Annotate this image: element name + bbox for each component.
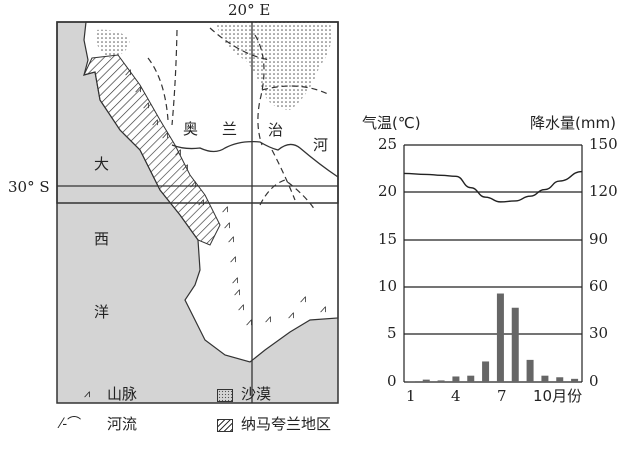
svg-text:⩘: ⩘ (135, 82, 141, 95)
river-char-3: 治 (268, 121, 284, 139)
river-char-1: 奥 (183, 120, 199, 138)
ocean (57, 22, 338, 403)
climate-chart (403, 144, 583, 383)
svg-text:⩘: ⩘ (230, 252, 236, 265)
precip-bar (571, 378, 579, 382)
svg-text:⩘: ⩘ (190, 177, 196, 190)
mountain-legend-icon: ⩘ (84, 387, 91, 400)
temperature-line (403, 170, 583, 203)
svg-text:⩘: ⩘ (228, 232, 234, 245)
namaqualand-legend-icon (217, 419, 233, 432)
precip-bar (437, 380, 445, 382)
svg-text:⩘: ⩘ (265, 312, 271, 325)
map: ⩘⩘⩘ ⩘⩘⩘ ⩘⩘⩘ ⩘⩘⩘ ⩘⩘⩘ ⩘⩘ ⩘ ⩘⩘⩘ (56, 21, 339, 404)
legend-desert: 沙漠 (241, 385, 272, 403)
desert-north (95, 29, 130, 58)
legend-rivers: 河流 (107, 415, 138, 433)
orange-river (171, 140, 339, 178)
svg-text:⩘: ⩘ (162, 128, 168, 141)
ocean-char-2: 西 (94, 230, 110, 248)
mountain-icons: ⩘⩘⩘ ⩘⩘⩘ ⩘⩘⩘ ⩘⩘⩘ ⩘⩘⩘ ⩘⩘ ⩘ ⩘⩘⩘ (125, 65, 326, 328)
legend-mountains: 山脉 (107, 385, 138, 403)
legend-namaqualand: 纳马夸兰地区 (241, 415, 332, 433)
svg-text:⩘: ⩘ (175, 145, 181, 158)
left-axis-title: 气温(℃) (362, 114, 421, 132)
precip-bar (511, 307, 519, 382)
svg-text:⩘: ⩘ (320, 302, 326, 315)
river-char-2: 兰 (222, 120, 238, 138)
svg-text:⩘: ⩘ (198, 195, 204, 208)
seasonal-rivers (147, 27, 331, 211)
longitude-label: 20° E (228, 1, 271, 19)
precipitation-bars (407, 293, 579, 382)
precip-bar (407, 381, 415, 382)
svg-text:⩘: ⩘ (143, 98, 149, 111)
river-char-4: 河 (313, 136, 329, 154)
svg-text:⩘: ⩘ (288, 308, 294, 321)
svg-text:⩘: ⩘ (125, 65, 131, 78)
river-legend-icon: ⁄‐⌒ (60, 416, 82, 432)
precip-bar (541, 375, 549, 382)
svg-text:⩘: ⩘ (222, 202, 228, 215)
svg-text:⩘: ⩘ (238, 300, 244, 313)
right-axis-title: 降水量(mm) (530, 114, 616, 132)
ocean-char-3: 洋 (94, 303, 110, 321)
svg-text:⩘: ⩘ (234, 285, 240, 298)
svg-text:⩘: ⩘ (224, 218, 230, 231)
precip-bar (496, 293, 504, 382)
desert-legend-icon (217, 389, 233, 402)
namaqualand-region (83, 54, 221, 246)
precip-bar (526, 359, 534, 382)
precip-bar (482, 361, 490, 382)
precip-bar (467, 375, 475, 382)
svg-text:⩘: ⩘ (246, 315, 252, 328)
svg-text:⩘: ⩘ (300, 292, 306, 305)
ocean-char-1: 大 (94, 155, 110, 173)
precip-bar (422, 379, 430, 382)
precip-bar (452, 376, 460, 382)
desert-northeast (215, 22, 332, 110)
svg-text:⩘: ⩘ (182, 160, 188, 173)
svg-text:⩘: ⩘ (232, 273, 238, 286)
latitude-label: 30° S (8, 178, 50, 196)
precip-bar (556, 377, 564, 382)
svg-text:⩘: ⩘ (152, 115, 158, 128)
